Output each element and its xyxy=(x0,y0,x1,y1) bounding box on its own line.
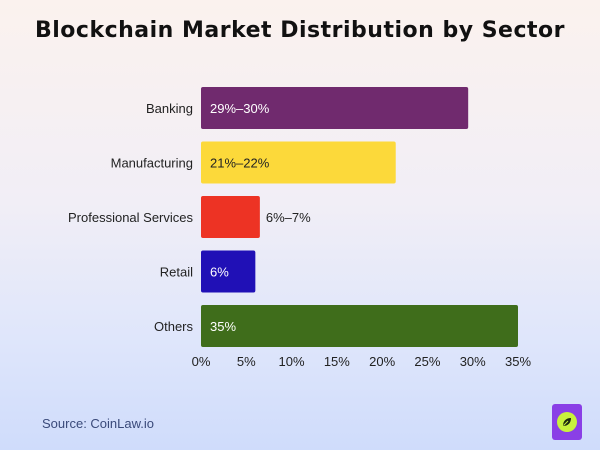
bar-others xyxy=(201,305,518,347)
category-label: Professional Services xyxy=(68,210,193,225)
data-label: 29%–30% xyxy=(210,101,270,116)
bar-banking xyxy=(201,87,469,129)
x-tick-label: 5% xyxy=(237,354,256,369)
data-label: 6% xyxy=(210,265,229,280)
x-tick-label: 20% xyxy=(369,354,395,369)
leaf-icon xyxy=(557,412,577,432)
x-tick-label: 0% xyxy=(192,354,211,369)
category-label: Manufacturing xyxy=(111,156,193,171)
x-tick-label: 35% xyxy=(505,354,531,369)
category-label: Banking xyxy=(146,101,193,116)
source-note: Source: CoinLaw.io xyxy=(42,416,155,431)
coinlaw-logo xyxy=(552,404,582,440)
bar-manufacturing xyxy=(201,141,396,184)
data-label: 6%–7% xyxy=(266,210,311,225)
x-tick-label: 30% xyxy=(460,354,486,369)
category-label: Retail xyxy=(160,265,193,280)
x-tick-label: 10% xyxy=(279,354,305,369)
x-tick-label: 25% xyxy=(414,354,440,369)
data-label: 35% xyxy=(210,319,236,334)
x-tick-label: 15% xyxy=(324,354,350,369)
data-label: 21%–22% xyxy=(210,156,270,171)
chart-title: Blockchain Market Distribution by Sector xyxy=(35,18,565,43)
category-label: Others xyxy=(154,319,194,334)
bar-professional-services xyxy=(201,196,260,238)
bar-retail xyxy=(201,250,256,293)
